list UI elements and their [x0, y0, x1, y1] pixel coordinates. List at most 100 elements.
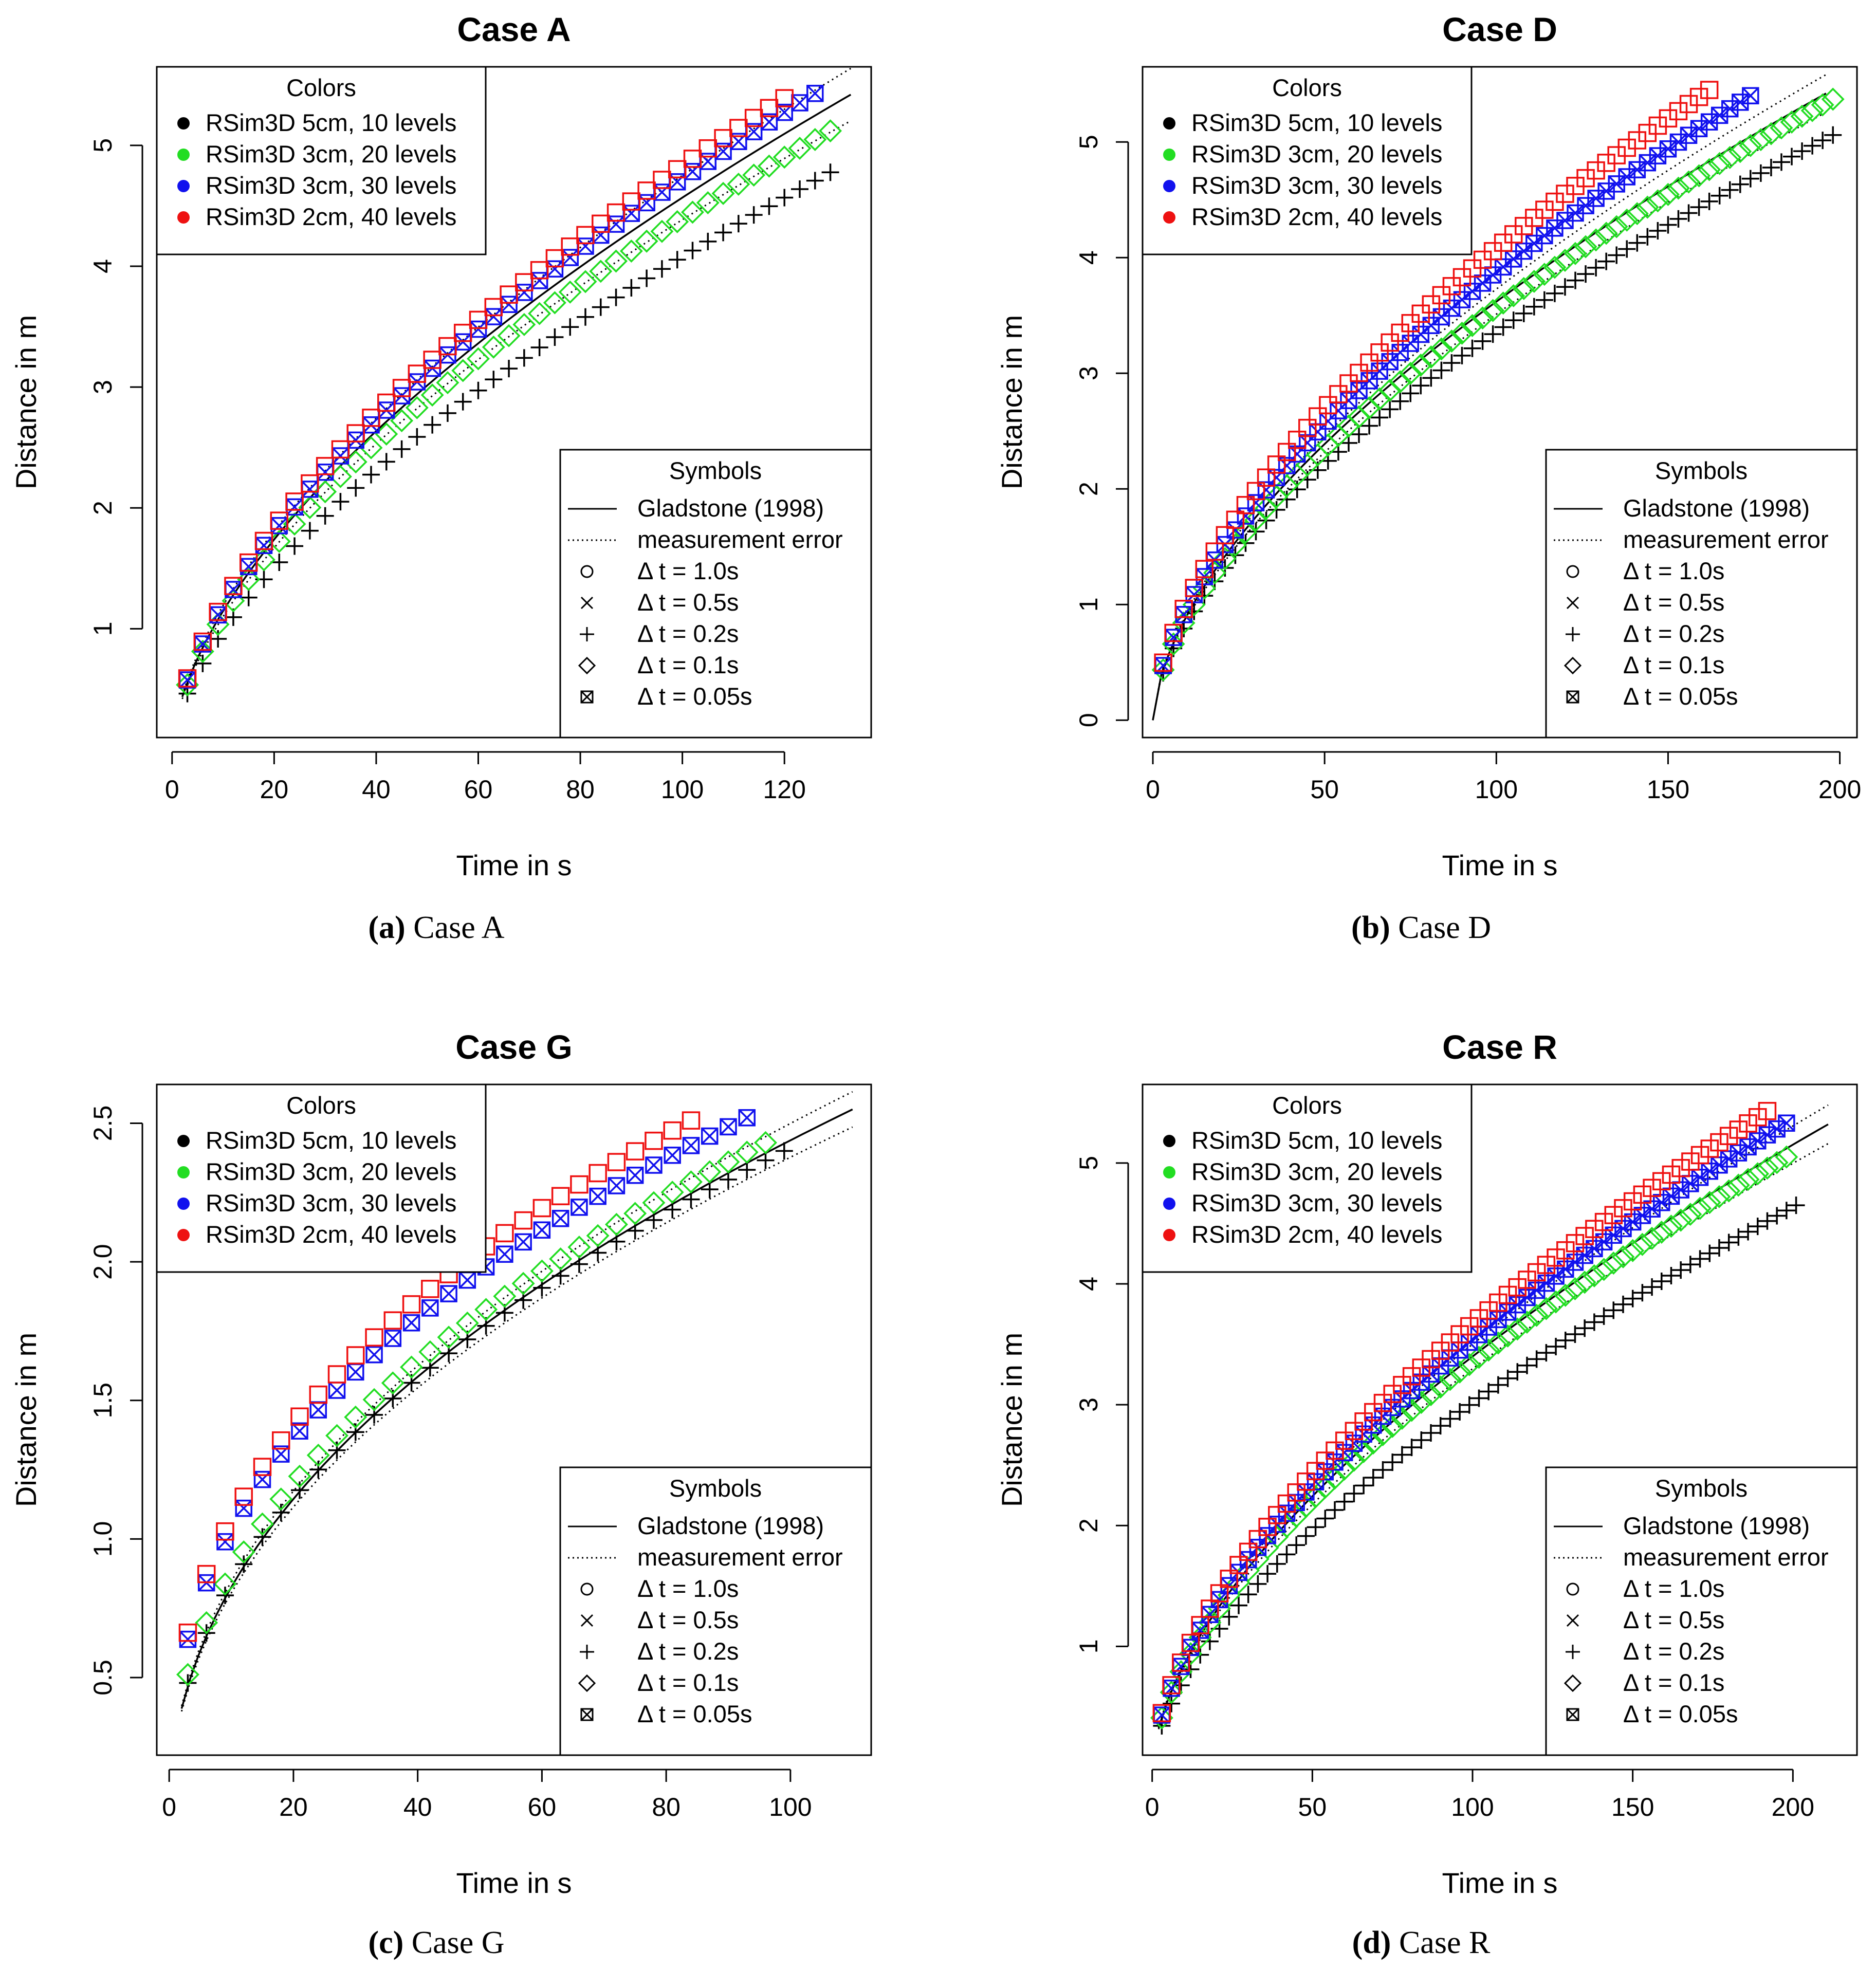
data-point — [1326, 1501, 1344, 1519]
data-point — [1824, 126, 1842, 144]
data-point — [1701, 1244, 1719, 1262]
legend-boxed-x-icon — [1566, 1708, 1579, 1721]
data-point — [1278, 490, 1296, 508]
data-point — [1605, 215, 1628, 238]
data-point — [393, 440, 411, 458]
legend-circle-icon — [1566, 1582, 1579, 1596]
symbols-legend-box — [559, 1466, 872, 1756]
data-point — [1688, 1196, 1712, 1220]
data-point — [1355, 1477, 1373, 1495]
legend-symbol-label: Δ t = 0.05s — [637, 1700, 752, 1727]
data-point — [1662, 1165, 1681, 1184]
legend-color-label: RSim3D 5cm, 10 levels — [1191, 1127, 1442, 1154]
data-point — [423, 351, 442, 369]
legend-symbol-label: Δ t = 0.05s — [1623, 683, 1738, 710]
legend-symbol-label: Gladstone (1998) — [1623, 1512, 1810, 1539]
data-point — [344, 1405, 367, 1429]
data-point — [1216, 526, 1235, 545]
data-point — [1267, 455, 1286, 474]
data-point — [1419, 1383, 1443, 1407]
data-point — [1370, 343, 1389, 362]
data-point — [1621, 1239, 1645, 1262]
symbols-legend: Symbols Gladstone (1998) measurement error… — [559, 1466, 872, 1756]
data-point — [1477, 1338, 1500, 1362]
data-point — [664, 1201, 682, 1219]
colors-legend-title: Colors — [286, 74, 356, 101]
data-point — [1492, 291, 1515, 315]
error-lower-line — [181, 120, 852, 699]
data-point — [469, 320, 487, 338]
data-point — [309, 1385, 328, 1404]
caption-text: Case A — [406, 910, 505, 945]
data-point — [1484, 325, 1502, 343]
chart-title: Case D — [1442, 10, 1557, 48]
data-point — [1710, 1239, 1728, 1257]
x-tick-label: 100 — [1451, 1793, 1494, 1821]
data-point — [1419, 345, 1443, 369]
data-point — [327, 1365, 346, 1384]
data-point — [745, 206, 763, 224]
data-point — [179, 1630, 197, 1648]
data-point — [682, 1111, 701, 1130]
data-point — [251, 1512, 274, 1536]
data-point — [1422, 295, 1441, 314]
legend-color-dot — [1163, 1198, 1175, 1210]
data-point — [696, 191, 720, 214]
data-point — [1775, 1145, 1798, 1169]
data-point — [1726, 1173, 1750, 1197]
data-point — [514, 1211, 532, 1230]
data-point — [1573, 1271, 1596, 1294]
data-point — [681, 200, 704, 224]
plot-data — [1151, 73, 1845, 721]
legend-circle-icon — [1566, 565, 1579, 578]
data-point — [1652, 1172, 1671, 1191]
data-point — [270, 554, 288, 572]
plot-data — [176, 67, 852, 703]
data-point — [1720, 1150, 1738, 1168]
data-point — [1553, 249, 1577, 272]
data-point — [760, 197, 778, 215]
data-point — [1594, 222, 1618, 245]
subfigure-caption: (d) Case R — [1352, 1925, 1491, 1960]
data-point — [1574, 235, 1597, 259]
data-point — [1515, 1311, 1539, 1334]
data-point — [1749, 1108, 1767, 1127]
data-point — [194, 654, 212, 672]
legend-symbol-label: Δ t = 0.5s — [1623, 588, 1724, 616]
data-point — [1700, 192, 1718, 210]
legend-diamond-icon — [1564, 1674, 1582, 1692]
data-point — [1741, 170, 1759, 188]
caption-letter: (d) — [1352, 1925, 1391, 1960]
data-point — [347, 1363, 364, 1381]
legend-color-dot — [1163, 149, 1175, 161]
data-point — [418, 1340, 442, 1364]
data-point — [1172, 1653, 1190, 1672]
legend-color-label: RSim3D 5cm, 10 levels — [206, 109, 456, 136]
series-square — [1152, 1101, 1777, 1722]
data-point — [1547, 1338, 1565, 1356]
legend-color-dot — [177, 149, 190, 161]
legend-circle-icon — [580, 565, 594, 578]
x-axis-label: Time in s — [1442, 1867, 1557, 1899]
data-point — [561, 318, 579, 336]
data-point — [1700, 1139, 1719, 1158]
data-point — [1681, 1152, 1700, 1171]
data-point — [1710, 1133, 1728, 1152]
data-point — [1515, 304, 1533, 322]
data-point — [1259, 1565, 1277, 1583]
data-point — [1690, 120, 1708, 137]
series-diamond — [176, 119, 842, 696]
data-point — [1537, 1344, 1555, 1362]
y-tick-label: 3 — [88, 380, 117, 394]
data-point — [224, 577, 243, 595]
data-point — [1759, 122, 1783, 145]
data-point — [546, 328, 564, 346]
data-point — [1294, 1495, 1318, 1518]
data-point — [1656, 182, 1680, 206]
data-point — [1717, 1179, 1741, 1203]
data-point — [290, 1407, 309, 1426]
data-point — [1362, 1431, 1385, 1455]
data-point — [421, 1280, 439, 1298]
data-point — [1528, 1350, 1546, 1368]
data-point — [549, 1247, 573, 1271]
